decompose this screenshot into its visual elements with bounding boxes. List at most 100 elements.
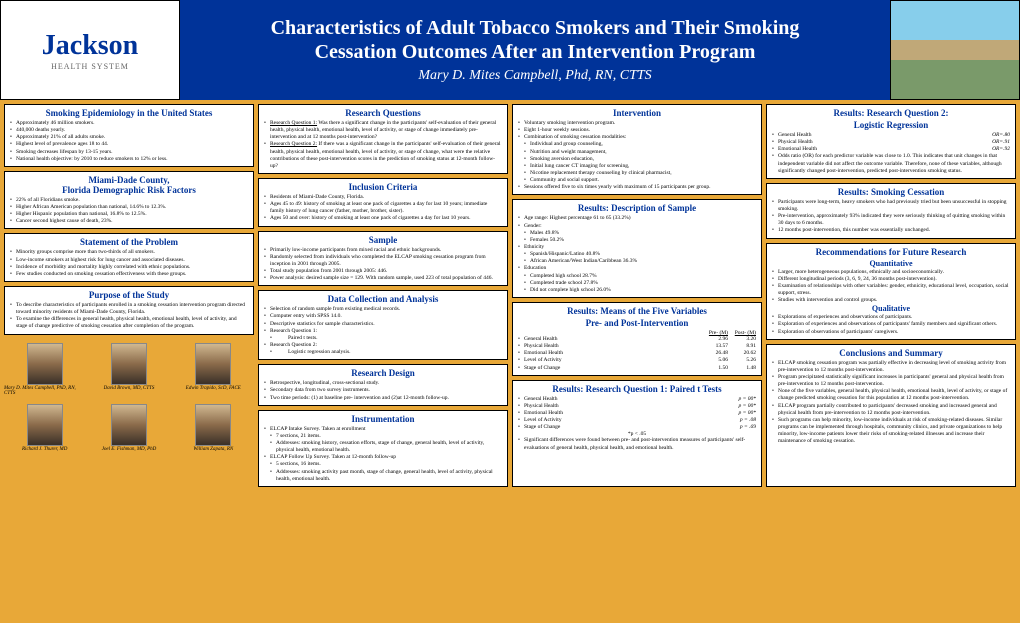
list-item: Randomly selected from individuals who c… bbox=[264, 254, 502, 268]
col-1: Smoking Epidemiology in the United State… bbox=[4, 104, 254, 487]
logo: Jackson HEALTH SYSTEM bbox=[0, 0, 180, 100]
table-row: Physical HealthOR=.91 bbox=[772, 139, 1010, 146]
list-item: Highest level of prevalence ages 18 to 4… bbox=[10, 141, 248, 148]
content: Smoking Epidemiology in the United State… bbox=[0, 100, 1020, 491]
section-description-sample: Results: Description of Sample Age range… bbox=[512, 199, 762, 298]
campus-photo bbox=[890, 0, 1020, 100]
person-name: Joel E. Fishman, MD, PhD bbox=[102, 447, 157, 452]
section-epidemiology: Smoking Epidemiology in the United State… bbox=[4, 104, 254, 167]
author: Mary D. Mites Campbell, Phd, RN, CTTS bbox=[192, 68, 878, 84]
section-conclusions: Conclusions and Summary ELCAP smoking ce… bbox=[766, 344, 1016, 487]
headshot bbox=[111, 404, 147, 446]
section-subheading: Pre- and Post-Intervention bbox=[518, 318, 756, 328]
section-heading: Inclusion Criteria bbox=[264, 182, 502, 192]
col-4: Results: Research Question 2: Logistic R… bbox=[766, 104, 1016, 487]
list-item: Ages 50 and over: history of smoking at … bbox=[264, 215, 502, 222]
section-recommendations: Recommendations for Future Research Quan… bbox=[766, 243, 1016, 340]
headshot bbox=[195, 343, 231, 385]
headshot bbox=[195, 404, 231, 446]
section-intervention: Intervention Voluntary smoking intervent… bbox=[512, 104, 762, 195]
section-means: Results: Means of the Five Variables Pre… bbox=[512, 302, 762, 376]
section-research-design: Research Design Retrospective, longitudi… bbox=[258, 364, 508, 405]
table-row: General Healthp = 00* bbox=[518, 396, 756, 403]
rq2: Research Question 2: If there was a sign… bbox=[264, 141, 502, 170]
person-name: William Zapata, RN bbox=[193, 447, 233, 452]
col-3: Intervention Voluntary smoking intervent… bbox=[512, 104, 762, 487]
list-item: Secondary data from two survey instrumen… bbox=[264, 387, 502, 394]
means-rows: General Health2.963.20Physical Health13.… bbox=[518, 336, 756, 372]
section-heading: Smoking Epidemiology in the United State… bbox=[10, 108, 248, 118]
section-heading: Results: Smoking Cessation bbox=[772, 187, 1010, 197]
table-row: Physical Healthp = 00* bbox=[518, 403, 756, 410]
list: Retrospective, longitudinal, cross-secti… bbox=[264, 380, 502, 401]
list-item: Different longitudinal periods (3, 6, 9,… bbox=[772, 276, 1010, 283]
table-row: Level of Activity5.065.26 bbox=[518, 357, 756, 364]
rq1-sig: Significant differences were found betwe… bbox=[518, 437, 756, 451]
list: Minority groups comprise more than two-t… bbox=[10, 249, 248, 278]
section-heading: Sample bbox=[264, 235, 502, 245]
section-data-collection: Data Collection and Analysis Selection o… bbox=[258, 290, 508, 360]
rq1-rows: General Healthp = 00*Physical Healthp = … bbox=[518, 396, 756, 432]
section-subheading: Logistic Regression bbox=[772, 120, 1010, 130]
list-item: Minority groups comprise more than two-t… bbox=[10, 249, 248, 256]
list-item: Pre-intervention, approximately 93% indi… bbox=[772, 213, 1010, 227]
list-item: None of the five variables, general heal… bbox=[772, 388, 1010, 402]
table-row: General HealthOR=.80 bbox=[772, 132, 1010, 139]
list: Participants were long-term, heavy smoke… bbox=[772, 199, 1010, 235]
table-row: Stage of Changep = .69 bbox=[518, 424, 756, 431]
list: Explorations of experiences and observat… bbox=[772, 314, 1010, 335]
list-item: Two time periods: (1) at baseline pre- i… bbox=[264, 395, 502, 402]
list-item: 12 months post-intervention, this number… bbox=[772, 227, 1010, 234]
list-item: Participants were long-term, heavy smoke… bbox=[772, 199, 1010, 213]
section-heading: Research Questions bbox=[264, 108, 502, 118]
qual-heading: Qualitative bbox=[772, 304, 1010, 313]
rq1: Research Question 1: Was there a signifi… bbox=[264, 120, 502, 141]
people-row-2: Richard J. Thurer, MD Joel E. Fishman, M… bbox=[4, 400, 254, 456]
section-heading: Purpose of the Study bbox=[10, 290, 248, 300]
rq2-rows: General HealthOR=.80Physical HealthOR=.9… bbox=[772, 132, 1010, 153]
list: Odds ratio (OR) for each predictor varia… bbox=[772, 153, 1010, 174]
section-rq1-results: Results: Research Question 1: Paired t T… bbox=[512, 380, 762, 487]
list-item: Exploration of observations of participa… bbox=[772, 329, 1010, 336]
list: Larger, more heterogeneous populations, … bbox=[772, 269, 1010, 305]
section-heading: Results: Research Question 1: Paired t T… bbox=[518, 384, 756, 394]
section-instrumentation: Instrumentation ELCAP Intake Survey. Tak… bbox=[258, 410, 508, 487]
list-item: Such programs can help minority, low-inc… bbox=[772, 417, 1010, 446]
list: Primarily low-income participants from m… bbox=[264, 247, 502, 283]
headshot bbox=[27, 343, 63, 385]
person-name: Richard J. Thurer, MD bbox=[22, 447, 67, 452]
table-row: Stage of Change1.501.48 bbox=[518, 365, 756, 372]
list-item: ELCAP program partially contributed to p… bbox=[772, 403, 1010, 417]
list-item: Odds ratio (OR) for each predictor varia… bbox=[772, 153, 1010, 174]
list-item: Incidence of morbidity and mortality hig… bbox=[10, 264, 248, 271]
list-item: ELCAP smoking cessation program was part… bbox=[772, 360, 1010, 374]
table-row: Physical Health13.578.91 bbox=[518, 343, 756, 350]
table-row: General Health2.963.20 bbox=[518, 336, 756, 343]
section-heading: Results: Description of Sample bbox=[518, 203, 756, 213]
list-item: Higher African American population than … bbox=[10, 204, 248, 211]
section-heading: Data Collection and Analysis bbox=[264, 294, 502, 304]
list-item: To examine the differences in general he… bbox=[10, 316, 248, 330]
list-item: Few studies conducted on smoking cessati… bbox=[10, 271, 248, 278]
list-item: Ages 45 to 49: history of smoking at lea… bbox=[264, 201, 502, 215]
headshot bbox=[111, 343, 147, 385]
section-miami: Miami-Dade County, Florida Demographic R… bbox=[4, 171, 254, 230]
list-item: Larger, more heterogeneous populations, … bbox=[772, 269, 1010, 276]
section-heading: Results: Means of the Five Variables bbox=[518, 306, 756, 316]
list-item: 22% of all Floridians smoke. bbox=[10, 197, 248, 204]
person-name: Mary D. Mites Campbell, PhD, RN, CTTS bbox=[4, 386, 85, 396]
section-heading: Intervention bbox=[518, 108, 756, 118]
list: 22% of all Floridians smoke.Higher Afric… bbox=[10, 197, 248, 226]
list-item: Cancer second highest cause of death, 23… bbox=[10, 218, 248, 225]
list-item: Examination of relationships with other … bbox=[772, 283, 1010, 297]
section-purpose: Purpose of the Study To describe charact… bbox=[4, 286, 254, 335]
section-heading: Recommendations for Future Research bbox=[772, 247, 1010, 257]
quant-heading: Quantitative bbox=[772, 259, 1010, 268]
section-cessation: Results: Smoking Cessation Participants … bbox=[766, 183, 1016, 239]
section-heading: Instrumentation bbox=[264, 414, 502, 424]
list: Selection of random sample from existing… bbox=[264, 306, 502, 356]
section-sample: Sample Primarily low-income participants… bbox=[258, 231, 508, 287]
list-item: Primarily low-income participants from m… bbox=[264, 247, 502, 254]
logo-subtext: HEALTH SYSTEM bbox=[51, 62, 129, 71]
list-item: Low-income smokers at highest risk for l… bbox=[10, 257, 248, 264]
